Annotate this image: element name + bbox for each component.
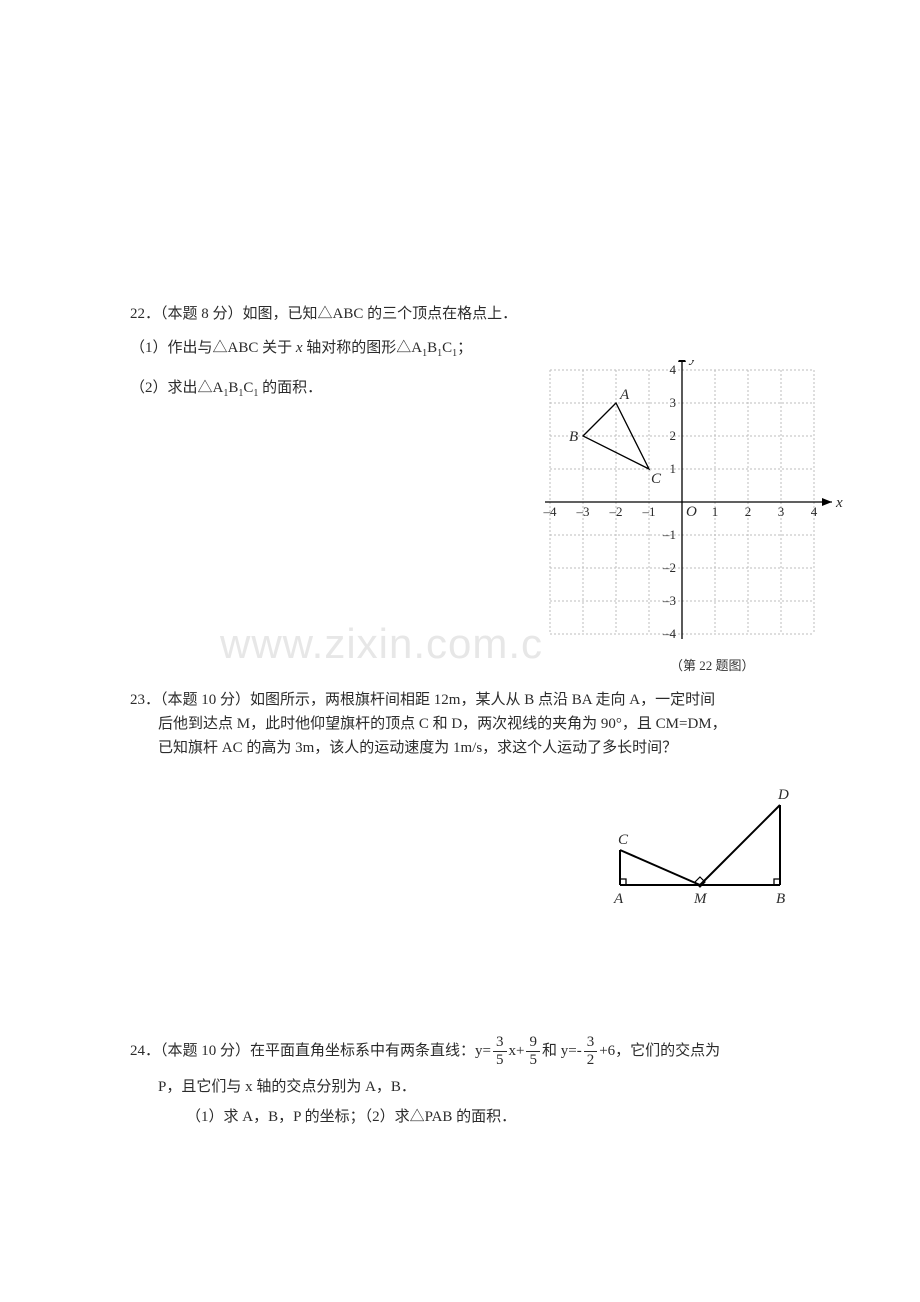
q24-line1: 24．（本题 10 分）在平面直角坐标系中有两条直线：y=35x+95和 y=-… [130, 1035, 850, 1068]
q24-frac2: 95 [526, 1035, 540, 1068]
q24-mid2: 和 y=- [542, 1043, 582, 1059]
q22-p1-c: C [442, 340, 452, 356]
q24-mid3: +6，它们的交点为 [599, 1043, 720, 1059]
svg-text:–4: –4 [662, 626, 677, 641]
q24-f1d: 5 [493, 1051, 507, 1068]
q23-number: 23． [130, 692, 160, 708]
q24-number: 24． [130, 1043, 160, 1059]
q22-p1-pre: （1）作出与△ABC 关于 [130, 340, 296, 356]
svg-text:1: 1 [712, 504, 719, 519]
q22-p1-end: ； [457, 340, 472, 356]
q23-pts: 10 [201, 692, 216, 708]
svg-text:4: 4 [670, 362, 677, 377]
q23-l1: 如图所示，两根旗杆间相距 12m，某人从 B 点沿 BA 走向 A，一定时间 [250, 692, 715, 708]
q24-f3d: 2 [584, 1051, 598, 1068]
question-23-block: 23．（本题 10 分）如图所示，两根旗杆间相距 12m，某人从 B 点沿 BA… [130, 688, 850, 760]
q22-line1: 22．（本题 8 分）如图，已知△ABC 的三个顶点在格点上． [130, 300, 850, 328]
q22-number: 22． [130, 306, 160, 322]
q24-f2d: 5 [526, 1051, 540, 1068]
svg-text:3: 3 [778, 504, 785, 519]
q24-pts-suf: 分） [216, 1043, 250, 1059]
svg-text:–3: –3 [576, 504, 590, 519]
q24-parts: （1）求 A，B，P 的坐标；（2）求△PAB 的面积． [130, 1104, 850, 1130]
svg-text:–2: –2 [662, 560, 676, 575]
svg-text:–1: –1 [642, 504, 656, 519]
q23-pts-suf: 分） [216, 692, 250, 708]
q23-figure: A B C D M [600, 780, 800, 910]
q22-p1-mid: 轴对称的图形△A [303, 340, 423, 356]
svg-text:B: B [776, 891, 785, 907]
q23-line1: 23．（本题 10 分）如图所示，两根旗杆间相距 12m，某人从 B 点沿 BA… [130, 688, 850, 712]
q24-frac3: 32 [584, 1035, 598, 1068]
svg-text:O: O [686, 504, 697, 520]
svg-text:x: x [835, 495, 843, 511]
svg-text:–3: –3 [662, 593, 676, 608]
question-24-block: 24．（本题 10 分）在平面直角坐标系中有两条直线：y=35x+95和 y=-… [130, 1035, 850, 1130]
svg-text:3: 3 [670, 395, 677, 410]
q22-pts: 8 [201, 306, 209, 322]
svg-text:y: y [688, 360, 697, 366]
svg-text:2: 2 [745, 504, 752, 519]
q22-p2-end: 的面积． [258, 380, 322, 396]
q22-stem: 如图，已知△ABC 的三个顶点在格点上． [243, 306, 518, 322]
svg-text:–4: –4 [543, 504, 558, 519]
q23-l2: 后他到达点 M，此时他仰望旗杆的顶点 C 和 D，两次视线的夹角为 90°，且 … [130, 712, 850, 736]
q22-p1-b: B [427, 340, 437, 356]
q24-mid1: x+ [509, 1043, 525, 1059]
svg-text:1: 1 [670, 461, 677, 476]
q22-axis-var: x [296, 340, 303, 356]
q23-l3: 已知旗杆 AC 的高为 3m，该人的运动速度为 1m/s，求这个人运动了多长时间… [130, 736, 850, 760]
q24-pts: 10 [201, 1043, 216, 1059]
svg-text:2: 2 [670, 428, 677, 443]
q22-p2-c: C [243, 380, 253, 396]
q24-pts-pre: （本题 [160, 1043, 201, 1059]
q22-p2-pre: （2）求出△A [130, 380, 223, 396]
svg-text:C: C [618, 832, 629, 848]
svg-text:B: B [569, 429, 578, 445]
q24-body: P，且它们与 x 轴的交点分别为 A，B． [130, 1074, 850, 1100]
svg-text:4: 4 [811, 504, 818, 519]
q24-frac1: 35 [493, 1035, 507, 1068]
q22-p2-b: B [228, 380, 238, 396]
q22-pts-suf: 分） [209, 306, 243, 322]
q24-f3n: 3 [584, 1035, 598, 1051]
svg-text:A: A [619, 387, 630, 403]
q23-pts-pre: （本题 [160, 692, 201, 708]
q22-pts-pre: （本题 [160, 306, 201, 322]
svg-text:D: D [777, 787, 789, 803]
svg-text:M: M [693, 891, 708, 907]
q24-f2n: 9 [526, 1035, 540, 1051]
q24-stem-a: 在平面直角坐标系中有两条直线：y= [250, 1043, 491, 1059]
q22-grid-figure: x y O A B C –4 –3 –2 –1 1 2 3 4 1 2 3 4 –1 –2 –3 –4 [540, 360, 870, 650]
q22-caption: （第 22 题图） [670, 655, 755, 674]
svg-text:A: A [613, 891, 624, 907]
svg-text:C: C [651, 471, 662, 487]
svg-text:–1: –1 [662, 527, 676, 542]
svg-text:–2: –2 [609, 504, 623, 519]
q24-f1n: 3 [493, 1035, 507, 1051]
watermark-text: www.zixin.com.c [220, 620, 543, 668]
